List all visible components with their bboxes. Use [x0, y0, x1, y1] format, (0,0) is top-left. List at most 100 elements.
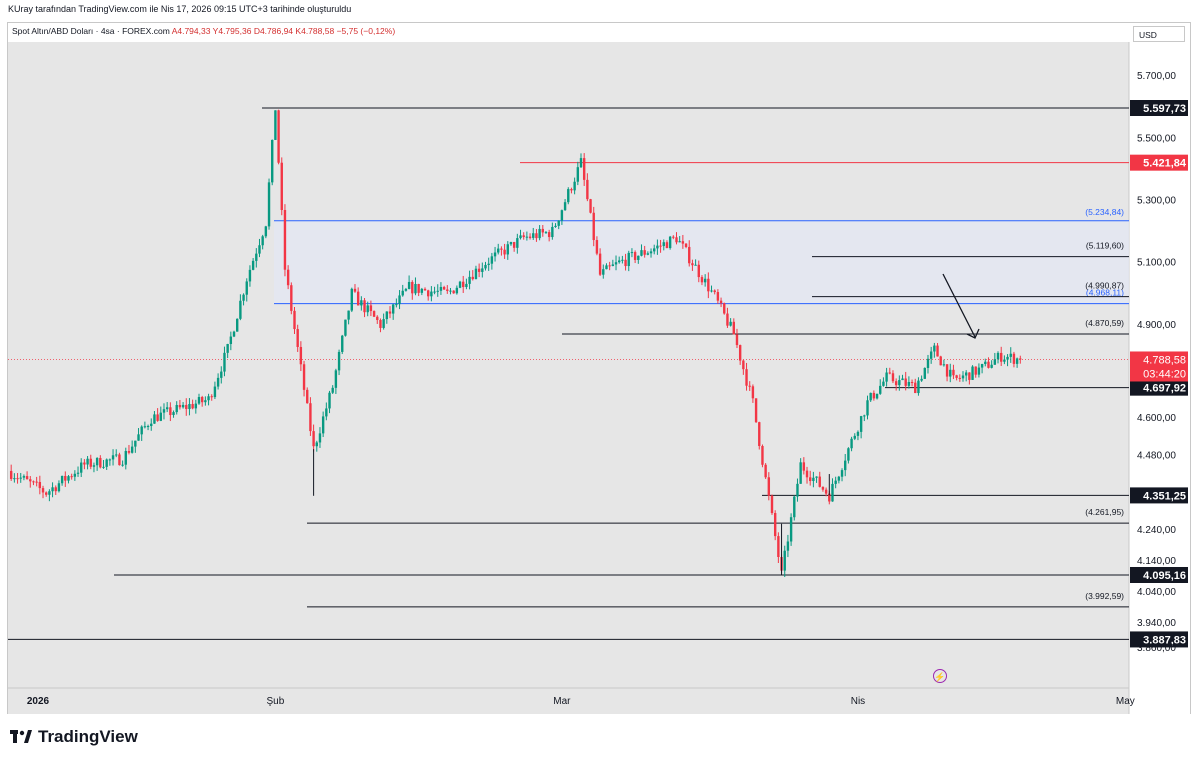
- candle-body: [522, 235, 525, 238]
- currency-selector[interactable]: USD: [1133, 26, 1185, 42]
- level-value-label: (4.261,95): [1085, 507, 1124, 517]
- candle-body: [859, 416, 863, 432]
- candle-body: [172, 412, 175, 416]
- candle-body: [535, 233, 538, 239]
- candle-body: [369, 305, 373, 312]
- candle-body: [80, 462, 83, 473]
- candle-body: [436, 290, 439, 292]
- ohlc-open: A4.794,33: [171, 26, 211, 36]
- candle-body: [363, 300, 366, 313]
- candle-body: [834, 480, 837, 484]
- candle-body: [477, 268, 481, 272]
- level-price-tag: [1130, 379, 1188, 396]
- candle-body: [229, 336, 233, 345]
- candle-body: [60, 475, 64, 484]
- candle-body: [847, 448, 850, 461]
- candle-body: [662, 242, 665, 247]
- candle-body: [372, 311, 376, 317]
- candle-body: [325, 408, 328, 417]
- candle-body: [898, 380, 901, 386]
- y-tick-label: 5.300,00: [1137, 196, 1176, 207]
- flash-icon[interactable]: ⚡: [933, 669, 947, 683]
- symbol-info: Spot Altın/ABD Doları · 4sa · FOREX.com …: [12, 26, 395, 36]
- candle-body: [872, 392, 876, 399]
- candle-body: [401, 290, 404, 296]
- candle-body: [519, 235, 522, 239]
- candle-body: [805, 470, 809, 478]
- candle-body: [614, 262, 618, 265]
- candle-body: [773, 513, 777, 537]
- candle-body: [379, 319, 382, 328]
- candle-body: [302, 364, 306, 390]
- candle-body: [366, 305, 369, 313]
- candle-body: [608, 265, 611, 267]
- y-tick-label: 4.240,00: [1137, 525, 1176, 536]
- candle-body: [777, 536, 780, 557]
- candle-body: [427, 290, 430, 297]
- candle-body: [455, 287, 459, 294]
- y-tick-label: 4.600,00: [1137, 413, 1176, 424]
- symbol-name: Spot Altın/ABD Doları · 4sa · FOREX.com: [12, 26, 170, 36]
- candle-body: [917, 380, 920, 394]
- arrow-head: [966, 328, 980, 339]
- level-price-label: 5.597,73: [1143, 103, 1186, 115]
- candle-body: [452, 290, 455, 294]
- candle-body: [512, 242, 516, 248]
- candle-body: [987, 361, 990, 368]
- candle-body: [732, 321, 735, 335]
- candle-body: [929, 351, 933, 359]
- candle-body: [576, 167, 580, 182]
- level-value-label: (5.119,60): [1086, 241, 1124, 251]
- candle-body: [586, 179, 589, 200]
- candle-body: [926, 358, 930, 368]
- ohlc-change: −5,75 (−0,12%): [336, 26, 396, 36]
- candle-body: [656, 245, 659, 249]
- candle-body: [115, 454, 118, 456]
- candle-body: [25, 476, 29, 480]
- candle-body: [942, 364, 946, 366]
- candle-body: [57, 483, 61, 492]
- candle-body: [321, 416, 325, 434]
- candle-body: [681, 241, 685, 244]
- candle-body: [290, 285, 293, 311]
- candle-body: [130, 446, 134, 453]
- candle-body: [385, 311, 389, 320]
- candle-body: [786, 541, 790, 551]
- candle-body: [493, 252, 497, 257]
- candle-body: [89, 458, 92, 467]
- candle-body: [446, 289, 449, 291]
- candle-body: [949, 369, 952, 377]
- candle-body: [595, 240, 599, 254]
- arrow-shaft: [942, 273, 976, 338]
- candle-body: [802, 462, 806, 471]
- candle-body: [996, 352, 1000, 360]
- candle-body: [598, 253, 602, 275]
- level-price-tag: [1130, 566, 1188, 583]
- candle-body: [83, 462, 86, 465]
- candle-body: [337, 351, 341, 371]
- tradingview-logo-icon: [10, 730, 32, 743]
- candle-body: [640, 250, 643, 256]
- level-price-label: 4.095,16: [1143, 570, 1186, 582]
- candle-body: [828, 493, 831, 502]
- candle-body: [764, 464, 767, 478]
- candle-body: [767, 477, 771, 496]
- candle-body: [735, 334, 739, 346]
- level-price-label: 5.421,84: [1143, 158, 1187, 170]
- candle-body: [990, 364, 993, 368]
- candle-body: [719, 300, 723, 304]
- candle-body: [169, 407, 172, 416]
- candle-body: [761, 445, 764, 465]
- tradingview-logo[interactable]: TradingView: [10, 727, 138, 747]
- candle-body: [837, 476, 841, 481]
- candle-body: [64, 475, 67, 481]
- candle-body: [974, 366, 977, 375]
- candle-body: [150, 423, 153, 427]
- candle-body: [783, 550, 786, 571]
- candle-body: [582, 158, 586, 180]
- candle-body: [980, 364, 984, 368]
- candle-body: [952, 369, 955, 376]
- candle-body: [710, 290, 713, 292]
- candle-body: [627, 252, 630, 267]
